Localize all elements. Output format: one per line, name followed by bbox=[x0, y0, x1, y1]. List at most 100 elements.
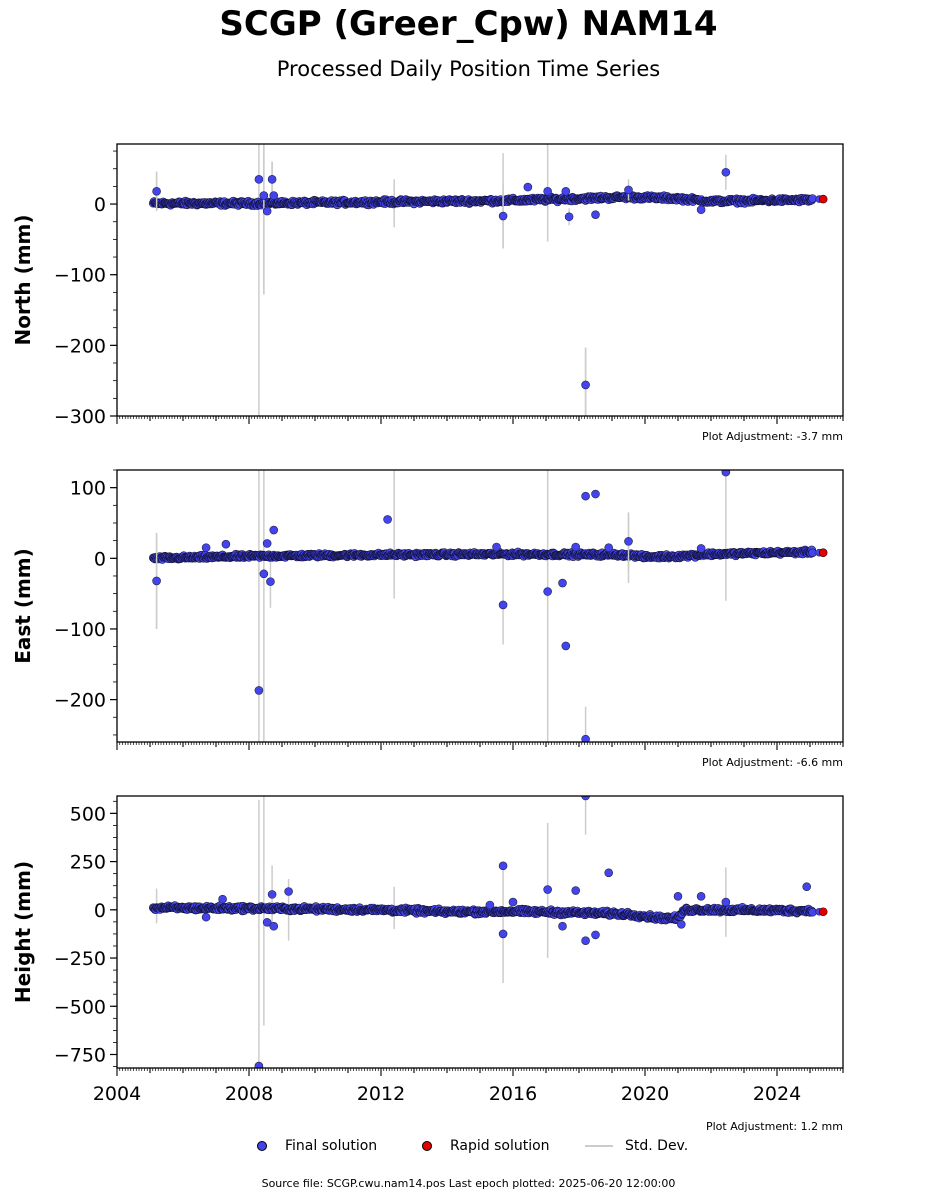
outlier-point bbox=[673, 892, 683, 901]
panel-1: 0 −100 −200 −300 North (mm) Plot Adjustment: … bbox=[11, 143, 844, 443]
outlier-point bbox=[676, 919, 686, 929]
legend-final-label: Final solution bbox=[285, 1138, 378, 1154]
plot-frame bbox=[116, 795, 844, 1069]
outlier-point bbox=[581, 734, 590, 742]
outlier-point bbox=[259, 569, 269, 579]
outlier-point bbox=[221, 539, 231, 549]
outlier-point bbox=[581, 936, 590, 945]
outlier-point bbox=[624, 185, 633, 195]
outlier-point bbox=[564, 212, 574, 222]
outlier-point bbox=[498, 861, 508, 871]
outlier-point bbox=[721, 470, 731, 477]
outlier-point bbox=[802, 882, 812, 891]
y-tick-label: 0 bbox=[94, 548, 106, 570]
outlier-point bbox=[571, 886, 581, 895]
outlier-point bbox=[591, 489, 600, 499]
outlier-point bbox=[604, 543, 614, 553]
y-tick-label: −250 bbox=[54, 948, 106, 970]
outlier-point bbox=[581, 380, 590, 390]
outlier-point bbox=[254, 175, 264, 184]
outlier-point bbox=[254, 686, 264, 695]
outlier-point bbox=[581, 796, 590, 801]
data-point bbox=[808, 907, 817, 917]
outlier-point bbox=[266, 577, 275, 586]
outlier-point bbox=[498, 600, 508, 610]
plot-frame bbox=[116, 469, 844, 743]
final-solution-series bbox=[149, 191, 817, 210]
outlier-point bbox=[498, 211, 508, 221]
final-solution-marker-icon bbox=[257, 1141, 267, 1151]
plot-area-3 bbox=[149, 796, 828, 1068]
rapid-point bbox=[818, 907, 828, 917]
outlier-point bbox=[259, 191, 269, 200]
outlier-point bbox=[254, 1061, 264, 1068]
outlier-point bbox=[581, 491, 590, 501]
outlier-point bbox=[523, 182, 533, 192]
legend-rapid-label: Rapid solution bbox=[450, 1138, 550, 1154]
legend-std-label: Std. Dev. bbox=[625, 1138, 689, 1154]
outlier-point bbox=[558, 921, 567, 931]
plot-area-1 bbox=[149, 144, 828, 416]
outlier-point bbox=[696, 205, 706, 215]
y-tick-label: 0 bbox=[94, 900, 106, 922]
y-axis-label: East (mm) bbox=[11, 548, 35, 664]
legend-std: Std. Dev. bbox=[585, 1138, 688, 1154]
y-tick-label: 100 bbox=[70, 478, 106, 500]
data-point bbox=[808, 548, 817, 558]
x-tick-label: 2008 bbox=[225, 1083, 273, 1105]
plot-adjustment-note: Plot Adjustment: 1.2 mm bbox=[706, 1120, 843, 1133]
outlier-point bbox=[543, 587, 552, 596]
chart-subtitle: Processed Daily Position Time Series bbox=[276, 57, 661, 81]
outlier-point bbox=[543, 885, 552, 894]
outlier-point bbox=[284, 887, 293, 896]
outlier-point bbox=[571, 542, 581, 552]
rapid-point bbox=[818, 548, 828, 557]
outlier-point bbox=[269, 921, 279, 931]
outlier-point bbox=[604, 868, 614, 878]
panel-3: 500 250 0 −250 −500 −750 2004 2008 2012 2016 2020 2… bbox=[11, 795, 844, 1133]
outlier-point bbox=[558, 578, 567, 588]
plot-adjustment-note: Plot Adjustment: -6.6 mm bbox=[702, 756, 843, 769]
outlier-point bbox=[492, 542, 501, 552]
y-tick-label: −100 bbox=[54, 265, 106, 287]
outlier-point bbox=[721, 167, 731, 177]
outlier-point bbox=[485, 900, 495, 910]
outlier-point bbox=[383, 515, 392, 524]
rapid-solution-marker-icon bbox=[422, 1141, 432, 1151]
outlier-point bbox=[561, 641, 571, 651]
y-tick-label: −100 bbox=[54, 619, 106, 641]
y-tick-label: 0 bbox=[94, 194, 106, 216]
final-solution-series bbox=[149, 901, 817, 925]
y-tick-label: −200 bbox=[54, 335, 106, 357]
y-axis-label: Height (mm) bbox=[11, 861, 35, 1003]
outlier-point bbox=[152, 187, 161, 196]
plot-frame bbox=[116, 143, 844, 417]
outlier-point bbox=[201, 543, 211, 553]
plot-area-2 bbox=[149, 470, 828, 742]
outlier-point bbox=[561, 187, 571, 196]
outlier-point bbox=[152, 576, 161, 586]
std-dev-line-icon bbox=[585, 1145, 613, 1147]
plot-adjustment-note: Plot Adjustment: -3.7 mm bbox=[702, 430, 843, 443]
y-tick-label: −750 bbox=[54, 1044, 106, 1066]
legend-rapid: Rapid solution bbox=[422, 1138, 550, 1154]
outlier-point bbox=[591, 210, 600, 219]
x-tick-label: 2020 bbox=[621, 1083, 669, 1105]
panel-2: 100 0 −100 −200 East (mm) Plot Adjustment: -6… bbox=[11, 469, 844, 769]
outlier-point bbox=[218, 894, 227, 904]
outlier-point bbox=[262, 918, 272, 927]
x-tick-label: 2012 bbox=[357, 1083, 405, 1105]
outlier-point bbox=[543, 187, 552, 196]
x-tick-label: 2024 bbox=[753, 1083, 801, 1105]
data-point bbox=[808, 194, 817, 203]
outlier-point bbox=[267, 175, 277, 184]
outlier-point bbox=[696, 544, 706, 553]
y-tick-label: −300 bbox=[54, 406, 106, 428]
outlier-point bbox=[591, 930, 600, 940]
y-tick-label: −500 bbox=[54, 996, 106, 1018]
legend: Final solution Rapid solution Std. Dev. bbox=[0, 1138, 937, 1158]
y-tick-label: 500 bbox=[70, 803, 106, 825]
y-tick-label: −200 bbox=[54, 690, 106, 712]
outlier-point bbox=[269, 525, 279, 535]
x-tick-label: 2004 bbox=[93, 1083, 141, 1105]
